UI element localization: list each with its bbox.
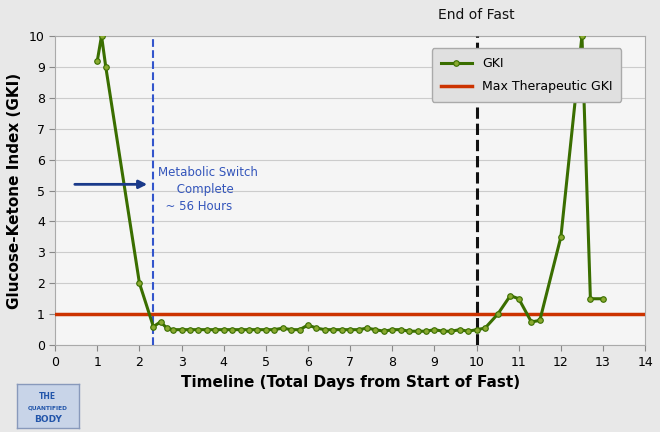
GKI [599,296,607,302]
Line: GKI: GKI [94,33,606,334]
Y-axis label: Glucose-Ketone Index (GKI): Glucose-Ketone Index (GKI) [7,73,22,308]
Text: Metabolic Switch
     Complete
  ~ 56 Hours: Metabolic Switch Complete ~ 56 Hours [158,166,258,213]
GKI [98,33,106,38]
Max Therapeutic GKI [93,311,101,317]
GKI [388,327,396,332]
GKI [93,58,101,63]
X-axis label: Timeline (Total Days from Start of Fast): Timeline (Total Days from Start of Fast) [181,375,519,391]
Text: THE: THE [40,392,56,401]
GKI [363,326,371,331]
Legend: GKI, Max Therapeutic GKI: GKI, Max Therapeutic GKI [432,48,621,102]
GKI [287,327,295,332]
GKI [380,329,388,334]
Max Therapeutic GKI [51,311,59,317]
GKI [430,327,438,332]
Text: BODY: BODY [34,416,62,424]
GKI [397,327,405,332]
Text: End of Fast: End of Fast [438,8,515,22]
GKI [195,327,203,332]
Text: QUANTIFIED: QUANTIFIED [28,406,68,411]
